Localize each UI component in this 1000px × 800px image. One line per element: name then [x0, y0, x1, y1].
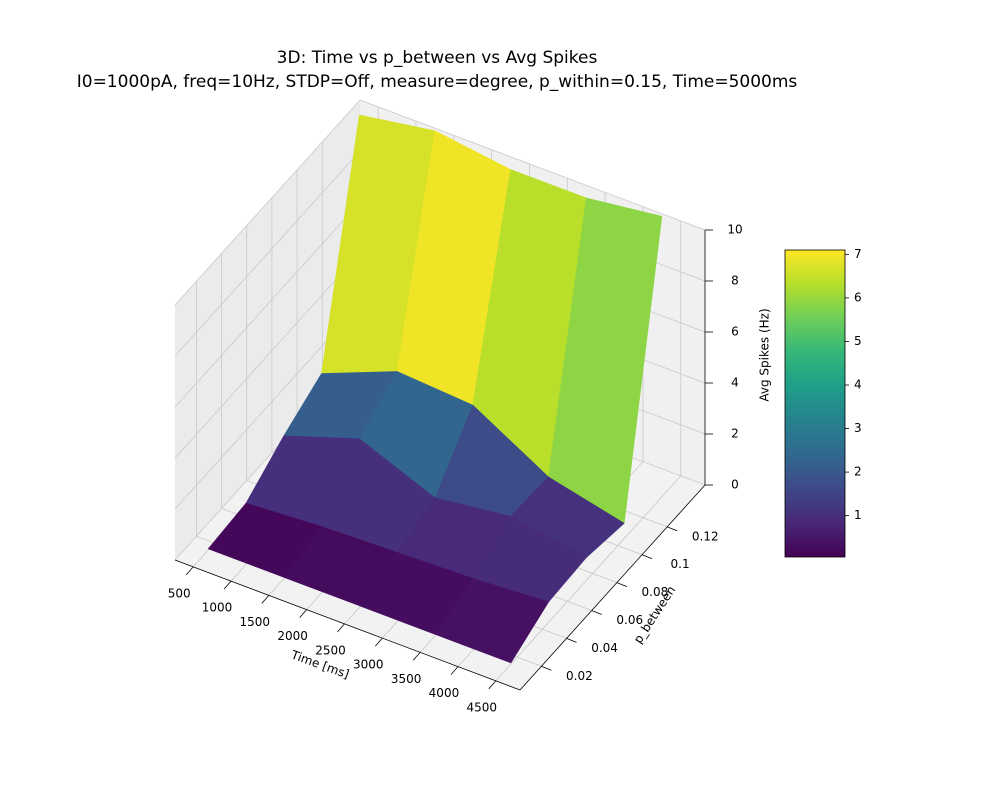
- x-tick: [337, 623, 345, 633]
- y-axis-line: [519, 484, 706, 691]
- x-tick-label: 2000: [277, 629, 308, 643]
- grid-line: [174, 99, 361, 306]
- z-tick-label: 10: [727, 223, 742, 237]
- colorbar-tick-label: 6: [854, 290, 862, 304]
- x-tick-label: 4500: [467, 700, 498, 714]
- y-tick-label: 0.1: [671, 557, 690, 571]
- z-tick-label: 6: [731, 325, 739, 339]
- y-tick: [566, 638, 577, 643]
- y-tick: [616, 582, 628, 587]
- grid-line: [359, 99, 706, 231]
- grid-line: [174, 150, 361, 357]
- grid-line: [495, 475, 682, 682]
- x-tick-label: 1000: [202, 601, 233, 615]
- y-tick-label: 0.06: [616, 613, 643, 627]
- x-tick: [223, 580, 232, 590]
- colorbar-tick-label: 2: [854, 465, 862, 479]
- y-tick-label: 0.12: [692, 529, 719, 543]
- x-tick: [185, 566, 194, 576]
- chart-title: 3D: Time vs p_between vs Avg Spikes: [277, 48, 598, 68]
- colorbar-tick-label: 1: [854, 508, 862, 522]
- x-tick: [261, 595, 270, 604]
- colorbar-tick-label: 7: [854, 247, 862, 261]
- axes: 500 1000 1500 2000 2500 3000 3500 4000 4500 0.02 0…: [168, 223, 743, 715]
- z-tick-label: 0: [731, 478, 739, 492]
- colorbar-tick-label: 3: [854, 421, 862, 435]
- y-tick: [641, 554, 653, 560]
- x-tick: [450, 666, 459, 675]
- z-tick-label: 2: [731, 427, 739, 441]
- z-axis-label: Avg Spikes (Hz): [758, 308, 772, 401]
- y-tick-label: 0.08: [642, 585, 669, 599]
- x-tick: [488, 680, 497, 690]
- z-tick-label: 8: [731, 274, 739, 288]
- x-tick: [412, 652, 421, 661]
- x-tick-label: 3000: [353, 658, 384, 672]
- y-tick: [541, 665, 552, 671]
- y-tick: [591, 610, 602, 615]
- x-tick: [299, 609, 307, 618]
- z-tick-label: 4: [731, 376, 739, 390]
- colorbar-tick-label: 4: [854, 377, 862, 391]
- grid-line: [174, 201, 361, 408]
- grid-line: [174, 252, 361, 459]
- x-tick-label: 2500: [315, 643, 346, 657]
- y-tick: [667, 526, 678, 532]
- colorbar-tick-label: 5: [854, 334, 862, 348]
- x-axis-line: [174, 559, 521, 691]
- surface: [207, 114, 663, 664]
- y-tick-label: 0.02: [566, 669, 593, 683]
- colorbar: 1 2 3 4 5 6 7: [784, 247, 862, 558]
- x-tick-label: 500: [168, 586, 191, 600]
- y-tick-label: 0.04: [591, 641, 618, 655]
- chart-subtitle: I0=1000pA, freq=10Hz, STDP=Off, measure=…: [77, 72, 798, 92]
- surface-face: [434, 578, 550, 664]
- x-tick-label: 1500: [240, 615, 271, 629]
- x-tick: [375, 637, 383, 647]
- colorbar-gradient: [784, 249, 846, 558]
- x-tick-label: 4000: [429, 686, 460, 700]
- x-tick-label: 3500: [391, 672, 422, 686]
